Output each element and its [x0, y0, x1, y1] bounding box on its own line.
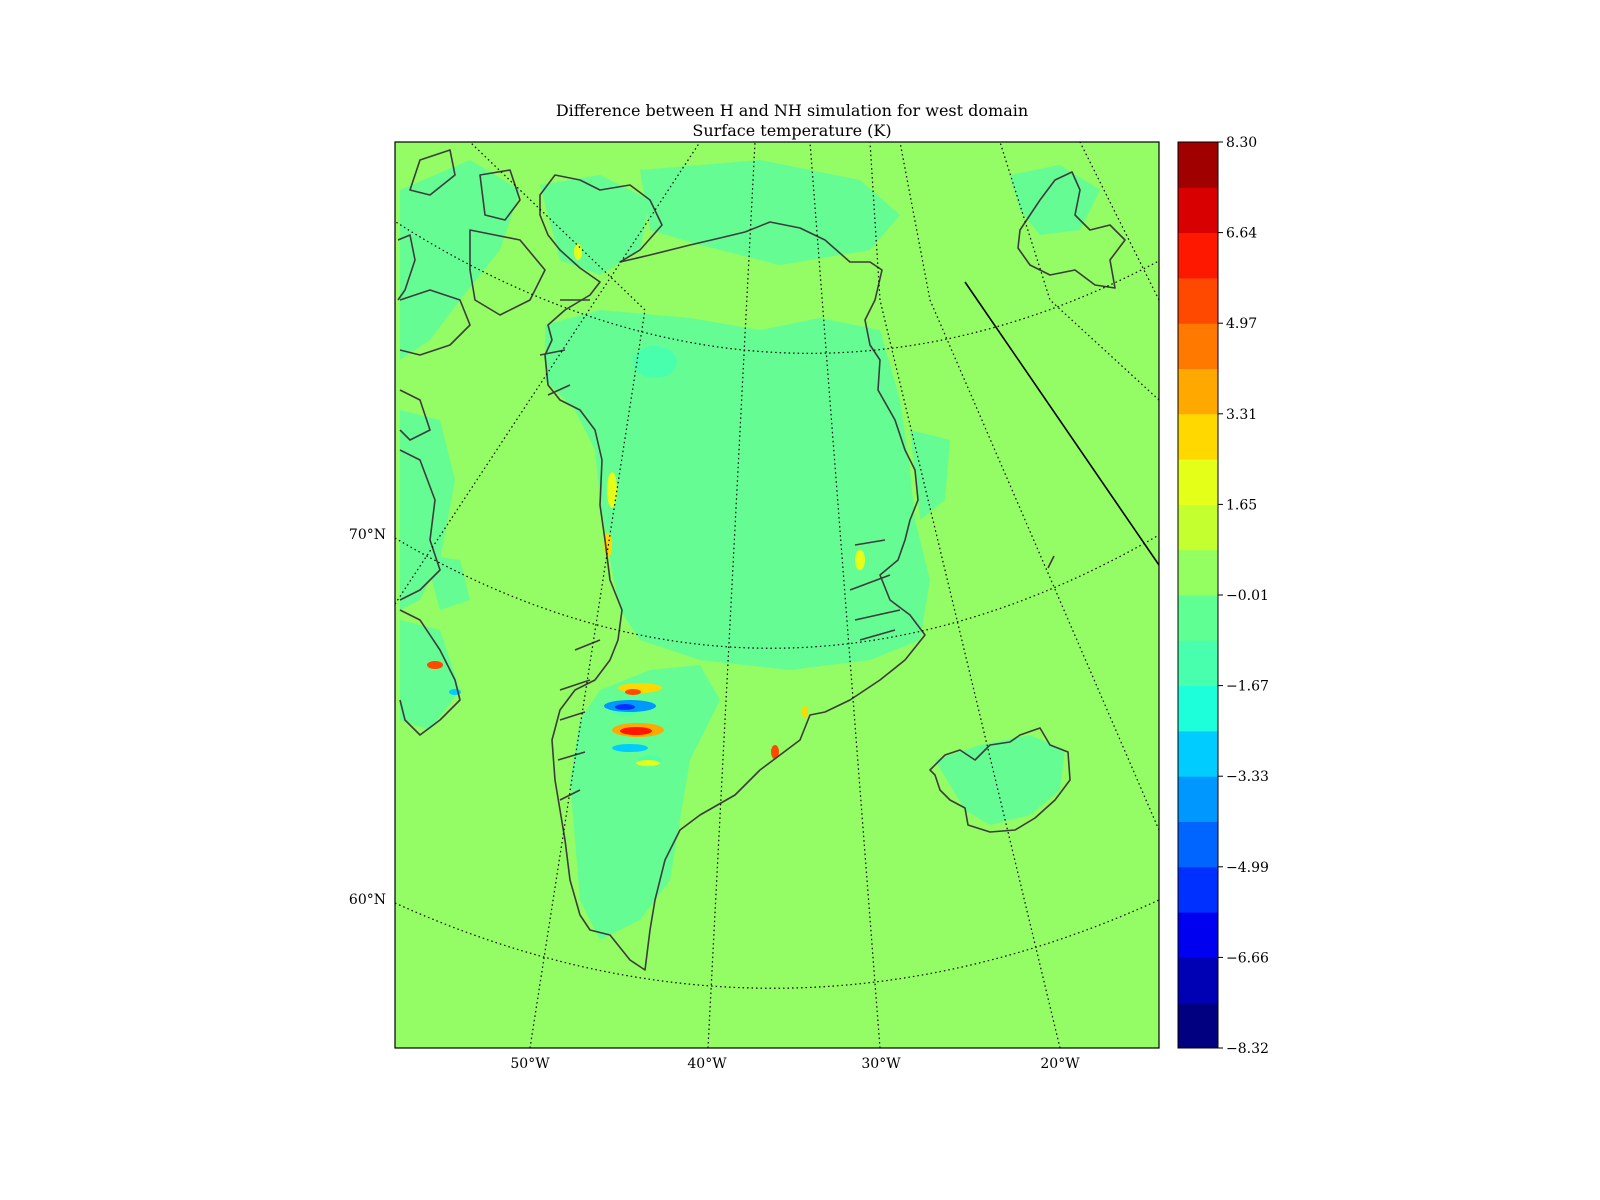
greenland-coastline: [539, 174, 926, 971]
graticule: [395, 142, 1159, 1048]
colorbar-tick-label: −4.99: [1226, 860, 1269, 876]
colorbar-tick-label: −1.67: [1226, 679, 1269, 695]
lat-label-60n: 60°N: [349, 892, 386, 908]
colorbar-tick-label: 1.65: [1226, 497, 1257, 513]
parallel-80n: [395, 220, 1159, 354]
chart-title: Difference between H and NH simulation f…: [555, 101, 1029, 120]
colorbar-segment: [1178, 549, 1218, 596]
colorbar-segment: [1178, 504, 1218, 551]
colorbar-segment: [1178, 821, 1218, 868]
lon-label-20w: 20°W: [1040, 1056, 1080, 1072]
colorbar-segment: [1178, 730, 1218, 777]
lon-label-40w: 40°W: [687, 1056, 727, 1072]
parallel-60n: [395, 899, 1159, 989]
colorbar-segment: [1178, 776, 1218, 822]
map-area: [395, 142, 1159, 1048]
colorbar-segment: [1178, 277, 1218, 324]
colorbar-segment: [1178, 866, 1218, 913]
coastlines: [397, 149, 1126, 971]
svalbard-coastline: [1017, 171, 1126, 289]
map-frame: [394, 141, 1160, 1049]
strong-anomaly-band: [427, 244, 865, 766]
colorbar-tick-label: 8.30: [1226, 135, 1257, 151]
colorbar-tick-label: −6.66: [1226, 950, 1269, 966]
meridian-50w: [469, 142, 646, 1048]
colorbar-segment: [1178, 595, 1218, 641]
colorbar-segment: [1178, 957, 1218, 1004]
colorbar-segment: [1178, 368, 1218, 415]
colorbar-segment: [1178, 142, 1218, 188]
parallel-70n: [395, 534, 1159, 649]
lon-label-30w: 30°W: [861, 1056, 901, 1072]
colorbar-segment: [1178, 459, 1218, 505]
colorbar-segment: [1178, 323, 1218, 369]
colorbar-segment: [1178, 685, 1218, 732]
colorbar-segment: [1178, 912, 1218, 958]
canadian-arctic-coastline: [397, 149, 546, 736]
colorbar-tick-label: 6.64: [1226, 226, 1257, 242]
colorbar-segment: [1178, 1002, 1218, 1049]
colorbar-segment: [1178, 640, 1218, 687]
lon-label-50w: 50°W: [510, 1056, 550, 1072]
meridian-10w: [899, 142, 1159, 831]
meridian-30w: [809, 142, 881, 1048]
colorbar-tick-label: 3.31: [1226, 407, 1257, 423]
colorbar-segment: [1178, 413, 1218, 460]
colorbar: 8.30 6.64 4.97 3.31 1.65 −0.01 −1.67 −3.33 −4.99…: [1177, 135, 1269, 1057]
iceland-coastline: [929, 727, 1071, 833]
meridian-40w: [707, 142, 756, 1048]
colorbar-segment: [1178, 232, 1218, 279]
chart-subtitle: Surface temperature (K): [692, 121, 892, 140]
colorbar-tick-label: −0.01: [1226, 588, 1269, 604]
colorbar-tick-label: 4.97: [1226, 316, 1257, 332]
colorbar-segment: [1178, 187, 1218, 234]
lat-label-70n: 70°N: [349, 527, 386, 543]
colorbar-tick-label: −8.32: [1226, 1041, 1269, 1057]
domain-boundary-line: [964, 281, 1159, 566]
colorbar-tick-label: −3.33: [1226, 769, 1269, 785]
